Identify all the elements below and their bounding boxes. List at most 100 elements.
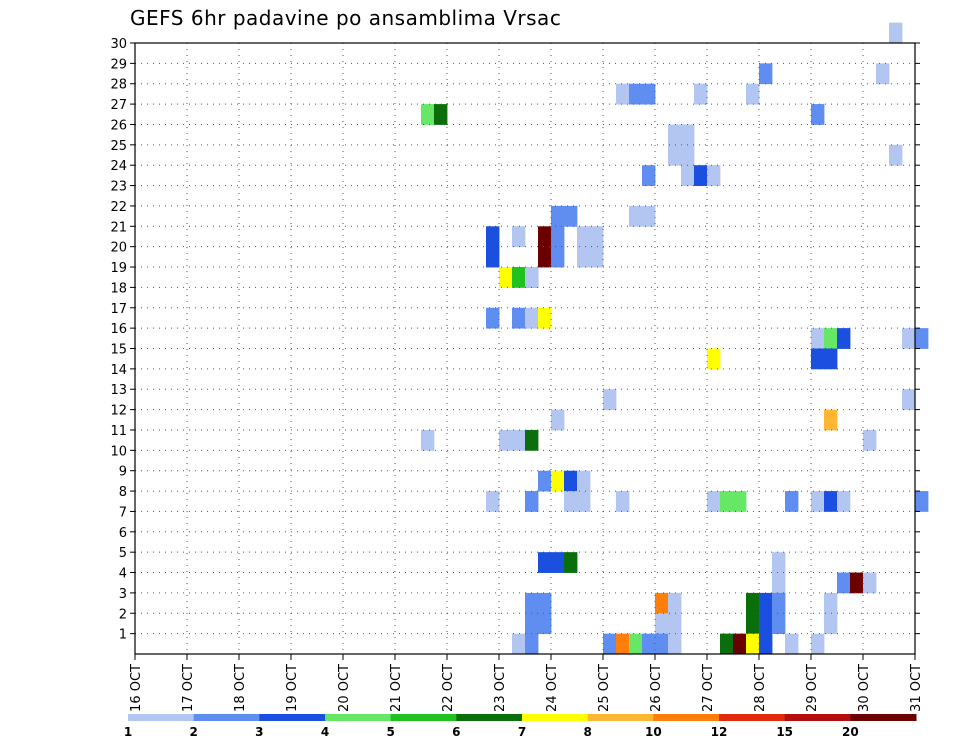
x-tick-label: 23 OCT — [493, 664, 508, 712]
heatmap-cell — [616, 83, 630, 105]
heatmap-cell — [902, 328, 916, 349]
heatmap-cell — [746, 592, 760, 614]
y-tick-label: 5 — [119, 546, 127, 561]
heatmap-cell — [551, 470, 565, 492]
legend-label: 15 — [776, 725, 793, 739]
heatmap-cell — [525, 307, 539, 329]
x-tick-label: 30 OCT — [857, 664, 872, 712]
y-tick-label: 8 — [119, 485, 127, 500]
heatmap-cell — [863, 572, 877, 594]
x-tick-label: 29 OCT — [805, 664, 820, 712]
heatmap-cell — [655, 592, 669, 614]
heatmap-cell — [434, 104, 448, 125]
heatmap-cell — [720, 491, 734, 512]
heatmap-cell — [603, 633, 617, 655]
heatmap-cell — [616, 633, 630, 655]
legend-label: 1 — [124, 725, 132, 739]
heatmap-cell — [512, 429, 526, 451]
x-tick-label: 22 OCT — [441, 664, 456, 712]
heatmap-cell — [564, 470, 578, 492]
heatmap-cell — [629, 205, 643, 227]
heatmap-cell — [486, 491, 500, 512]
chart-title: GEFS 6hr padavine po ansamblima Vrsac — [130, 6, 562, 30]
heatmap-cell — [915, 328, 929, 349]
y-tick-label: 29 — [110, 57, 127, 72]
heatmap-cell — [486, 307, 500, 329]
heatmap-cell — [551, 205, 565, 227]
heatmap-cell — [499, 267, 513, 288]
heatmap-cell — [772, 552, 786, 573]
x-tick-label: 28 OCT — [753, 664, 768, 712]
heatmap-cell — [824, 592, 838, 614]
legend-swatch — [784, 714, 851, 721]
legend-swatch — [128, 714, 195, 721]
heatmap-cell — [772, 592, 786, 614]
heatmap-cell — [759, 613, 773, 635]
heatmap-cell — [850, 572, 864, 594]
legend-swatch — [325, 714, 392, 721]
heatmap-cell — [824, 328, 838, 349]
heatmap-cell — [746, 613, 760, 635]
y-tick-label: 12 — [110, 404, 127, 419]
heatmap-cell — [538, 613, 552, 635]
heatmap-cell — [707, 165, 721, 186]
y-tick-label: 21 — [110, 220, 127, 235]
y-tick-label: 28 — [110, 78, 127, 93]
heatmap-cell — [577, 226, 591, 248]
heatmap-cell — [668, 144, 682, 166]
heatmap-cell — [421, 429, 435, 451]
heatmap-cell — [525, 267, 539, 288]
y-tick-label: 4 — [119, 567, 127, 582]
heatmap-cell — [811, 348, 825, 370]
legend-label: 7 — [518, 725, 526, 739]
heatmap-cell — [746, 633, 760, 655]
heatmap-cell — [525, 429, 539, 451]
heatmap-cell — [512, 307, 526, 329]
heatmap-cell — [525, 592, 539, 614]
heatmap-cell — [915, 491, 929, 512]
y-tick-label: 23 — [110, 180, 127, 195]
heatmap-cell — [668, 592, 682, 614]
heatmap-cell — [759, 63, 773, 85]
legend-swatch — [456, 714, 523, 721]
y-tick-label: 15 — [110, 343, 127, 358]
y-tick-label: 14 — [110, 363, 127, 378]
y-tick-label: 13 — [110, 383, 127, 398]
heatmap-cell — [824, 491, 838, 512]
heatmap-cell — [681, 144, 695, 166]
y-tick-label: 2 — [119, 607, 127, 622]
y-tick-label: 17 — [110, 302, 127, 317]
heatmap-cell — [603, 389, 617, 411]
x-tick-label: 17 OCT — [181, 664, 196, 712]
heatmap-cell — [590, 246, 604, 268]
x-tick-label: 31 OCT — [909, 664, 924, 712]
legend-label: 8 — [583, 725, 591, 739]
heatmap-cell — [759, 592, 773, 614]
heatmap-cell — [811, 491, 825, 512]
legend-label: 6 — [452, 725, 460, 739]
y-tick-label: 11 — [110, 424, 127, 439]
x-tick-label: 24 OCT — [545, 664, 560, 712]
heatmap-cell — [525, 491, 539, 512]
heatmap-cell — [811, 328, 825, 349]
legend-label: 5 — [386, 725, 394, 739]
heatmap-cell — [668, 124, 682, 146]
heatmap-cell — [499, 429, 513, 451]
heatmap-cell — [551, 409, 565, 431]
heatmap-cell — [681, 124, 695, 146]
y-tick-label: 22 — [110, 200, 127, 215]
y-tick-label: 1 — [119, 628, 127, 643]
legend-label: 4 — [321, 725, 329, 739]
legend-label: 20 — [842, 725, 859, 739]
heatmap-cell — [538, 226, 552, 248]
heatmap-cell — [668, 633, 682, 655]
heatmap-cell — [824, 348, 838, 370]
heatmap-cell — [512, 267, 526, 288]
heatmap-cell — [525, 613, 539, 635]
heatmap-cell — [486, 246, 500, 268]
heatmap-cell — [889, 22, 903, 44]
y-tick-label: 10 — [110, 444, 127, 459]
x-tick-label: 16 OCT — [129, 664, 144, 712]
heatmap-cell — [616, 491, 630, 512]
heatmap-cell — [564, 552, 578, 573]
